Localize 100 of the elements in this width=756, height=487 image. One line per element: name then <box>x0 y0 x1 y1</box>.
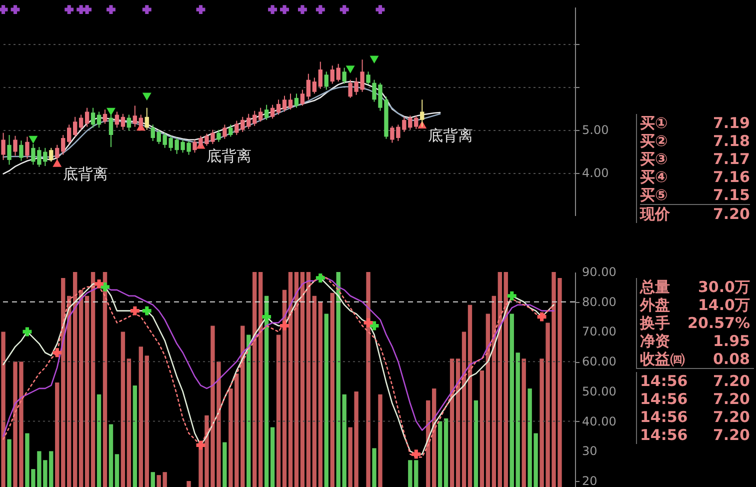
point <box>196 440 206 450</box>
y-tick-label: 30 <box>582 444 598 458</box>
candlestick <box>252 110 257 126</box>
y-tick-label: 20 <box>582 474 598 487</box>
y-tick-label: 5.00 <box>582 122 609 137</box>
candlestick <box>144 107 149 130</box>
point <box>537 312 546 322</box>
point <box>370 56 379 64</box>
text: 买④ 7.16 <box>640 168 750 186</box>
y-tick-label: 70.00 <box>582 324 616 339</box>
point <box>280 5 289 14</box>
candlestick <box>49 147 54 162</box>
candlestick <box>132 105 138 128</box>
candlestick <box>312 77 317 94</box>
candlestick <box>420 99 424 128</box>
candlestick <box>126 114 132 132</box>
candlestick <box>90 107 96 128</box>
text: 总量 30.0万 <box>640 278 750 296</box>
point <box>22 327 32 336</box>
data-label: 底背离 <box>428 126 474 145</box>
candlestick <box>324 71 328 90</box>
point <box>507 291 516 300</box>
text: 14:56 7.20 <box>640 408 750 426</box>
y-tick-label: 80.00 <box>582 294 616 309</box>
text: 买⑤ 7.15 <box>640 186 750 204</box>
y-tick-label: 90.00 <box>582 265 616 279</box>
text: 换手 20.57% <box>640 314 750 332</box>
text: 买③ 7.17 <box>640 150 750 168</box>
point <box>0 5 8 14</box>
point <box>82 5 92 14</box>
point <box>316 274 325 282</box>
candlestick <box>102 109 108 124</box>
point <box>10 5 20 14</box>
point <box>298 5 307 14</box>
candlestick <box>78 114 84 130</box>
point <box>142 92 152 101</box>
point <box>64 5 74 14</box>
point <box>316 5 325 14</box>
candlestick <box>222 124 227 140</box>
candlestick <box>240 116 245 132</box>
text: 外盘 14.0万 <box>640 296 750 314</box>
text: 14:56 7.20 <box>640 372 750 390</box>
point <box>364 318 373 328</box>
y-tick-label: 50.00 <box>582 384 616 398</box>
candlestick <box>84 107 90 128</box>
candlestick <box>270 104 275 120</box>
data-label: 底背离 <box>63 164 108 183</box>
y-tick-label: 40.00 <box>582 414 616 428</box>
point <box>370 321 379 330</box>
point <box>268 5 278 14</box>
point <box>340 5 349 14</box>
candlestick <box>1 132 6 160</box>
point <box>52 159 62 167</box>
candlestick <box>330 65 334 84</box>
text: 买② 7.18 <box>640 132 750 150</box>
point <box>142 5 152 14</box>
text: 现价 7.20 <box>640 204 750 223</box>
point <box>130 306 140 316</box>
candlestick <box>150 124 155 142</box>
candlestick <box>138 114 143 130</box>
candlestick <box>108 114 114 148</box>
candlestick <box>55 144 60 160</box>
candlestick <box>282 95 287 112</box>
candlestick <box>19 140 24 162</box>
candlestick <box>318 61 323 90</box>
candlestick <box>288 93 293 110</box>
candlestick <box>7 134 12 166</box>
point <box>412 450 421 459</box>
text: 14:56 7.20 <box>640 426 750 444</box>
point <box>262 312 272 322</box>
point <box>196 5 206 14</box>
candlestick <box>114 111 120 128</box>
point <box>106 108 116 116</box>
text: 净资 1.95 <box>640 332 750 350</box>
point <box>376 5 385 14</box>
point <box>94 279 104 288</box>
candlestick <box>306 73 311 100</box>
data-label: 底背离 <box>206 146 252 165</box>
candlestick <box>228 124 233 138</box>
point <box>346 66 355 74</box>
candlestick <box>25 136 30 160</box>
candlestick <box>246 113 251 130</box>
candlestick <box>342 67 346 84</box>
candlestick <box>294 93 299 108</box>
candlestick <box>13 135 18 156</box>
candlestick <box>276 99 281 116</box>
candlestick <box>300 89 305 106</box>
y-tick-label: 60.00 <box>582 354 616 369</box>
point <box>28 136 38 144</box>
candlestick <box>61 134 66 156</box>
candlestick <box>72 116 78 138</box>
candlestick <box>258 107 263 122</box>
candlestick <box>67 124 72 145</box>
candlestick <box>216 129 221 142</box>
text: 收益㈣ 0.08 <box>640 350 750 368</box>
point <box>100 282 110 292</box>
candlestick <box>336 63 340 82</box>
candlestick <box>96 111 102 128</box>
candlestick <box>120 113 126 130</box>
point <box>280 321 289 330</box>
